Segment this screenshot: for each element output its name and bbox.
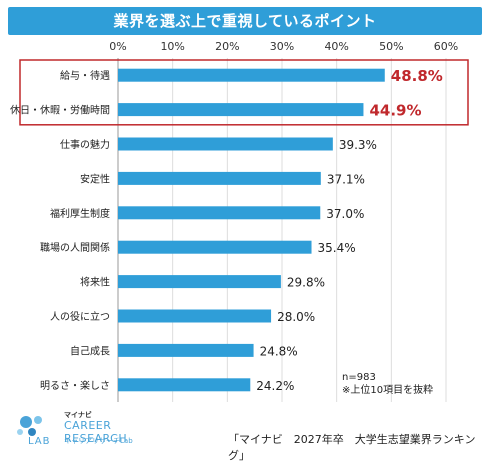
value-label: 44.9%: [369, 102, 421, 120]
bar: [118, 309, 272, 323]
category-label: 職場の人間関係: [40, 241, 110, 254]
excerpt-note: ※上位10項目を抜粋: [342, 385, 434, 396]
sample-size: n=983: [342, 372, 376, 383]
category-label: 将来性: [80, 276, 110, 289]
logo: マイナビ CAREER RESEARCH LAB キャリアリサーチLab: [14, 410, 164, 450]
x-tick-label: 30%: [270, 40, 294, 53]
x-tick-label: 10%: [160, 40, 184, 53]
category-label: 福利厚生制度: [50, 207, 110, 220]
bar: [118, 378, 251, 392]
value-label: 48.8%: [391, 67, 443, 85]
source-citation: 「マイナビ 2027年卒 大学生志望業界ランキング」: [228, 433, 476, 462]
value-label: 37.1%: [327, 172, 365, 186]
x-tick-label: 60%: [434, 40, 458, 53]
value-label: 39.3%: [339, 138, 377, 152]
category-label: 自己成長: [70, 344, 110, 357]
bar: [118, 275, 281, 289]
value-label: 28.0%: [277, 310, 315, 324]
bar: [118, 171, 321, 185]
bar: [118, 343, 254, 357]
logo-mark-icon: [17, 416, 42, 436]
value-label: 29.8%: [287, 276, 325, 290]
logo-lab-text: LAB: [28, 436, 51, 447]
sample-note: n=983 ※上位10項目を抜粋: [342, 371, 433, 397]
logo-sub-text: キャリアリサーチLab: [64, 437, 133, 445]
x-tick-label: 40%: [324, 40, 348, 53]
bar: [118, 206, 321, 220]
category-label: 明るさ・楽しさ: [40, 379, 110, 392]
value-label: 37.0%: [326, 207, 364, 221]
x-tick-label: 50%: [379, 40, 403, 53]
value-label: 24.2%: [256, 379, 294, 393]
category-label: 休日・休暇・労働時間: [10, 104, 110, 117]
chart-title: 業界を選ぶ上で重視しているポイント: [8, 7, 482, 35]
logo-main-text: CAREER RESEARCH: [64, 419, 128, 445]
bar: [118, 240, 312, 254]
x-tick-label: 0%: [109, 40, 126, 53]
highlight-box: [19, 59, 469, 126]
logo-top-text: マイナビ: [64, 411, 92, 419]
category-label: 安定性: [80, 172, 110, 185]
bar: [118, 103, 364, 117]
value-label: 35.4%: [318, 241, 356, 255]
value-label: 24.8%: [260, 344, 298, 358]
bar: [118, 137, 333, 151]
x-tick-label: 20%: [215, 40, 239, 53]
category-label: 給与・待遇: [60, 69, 110, 82]
bar: [118, 68, 385, 82]
category-label: 人の役に立つ: [50, 310, 110, 323]
category-label: 仕事の魅力: [60, 138, 110, 151]
